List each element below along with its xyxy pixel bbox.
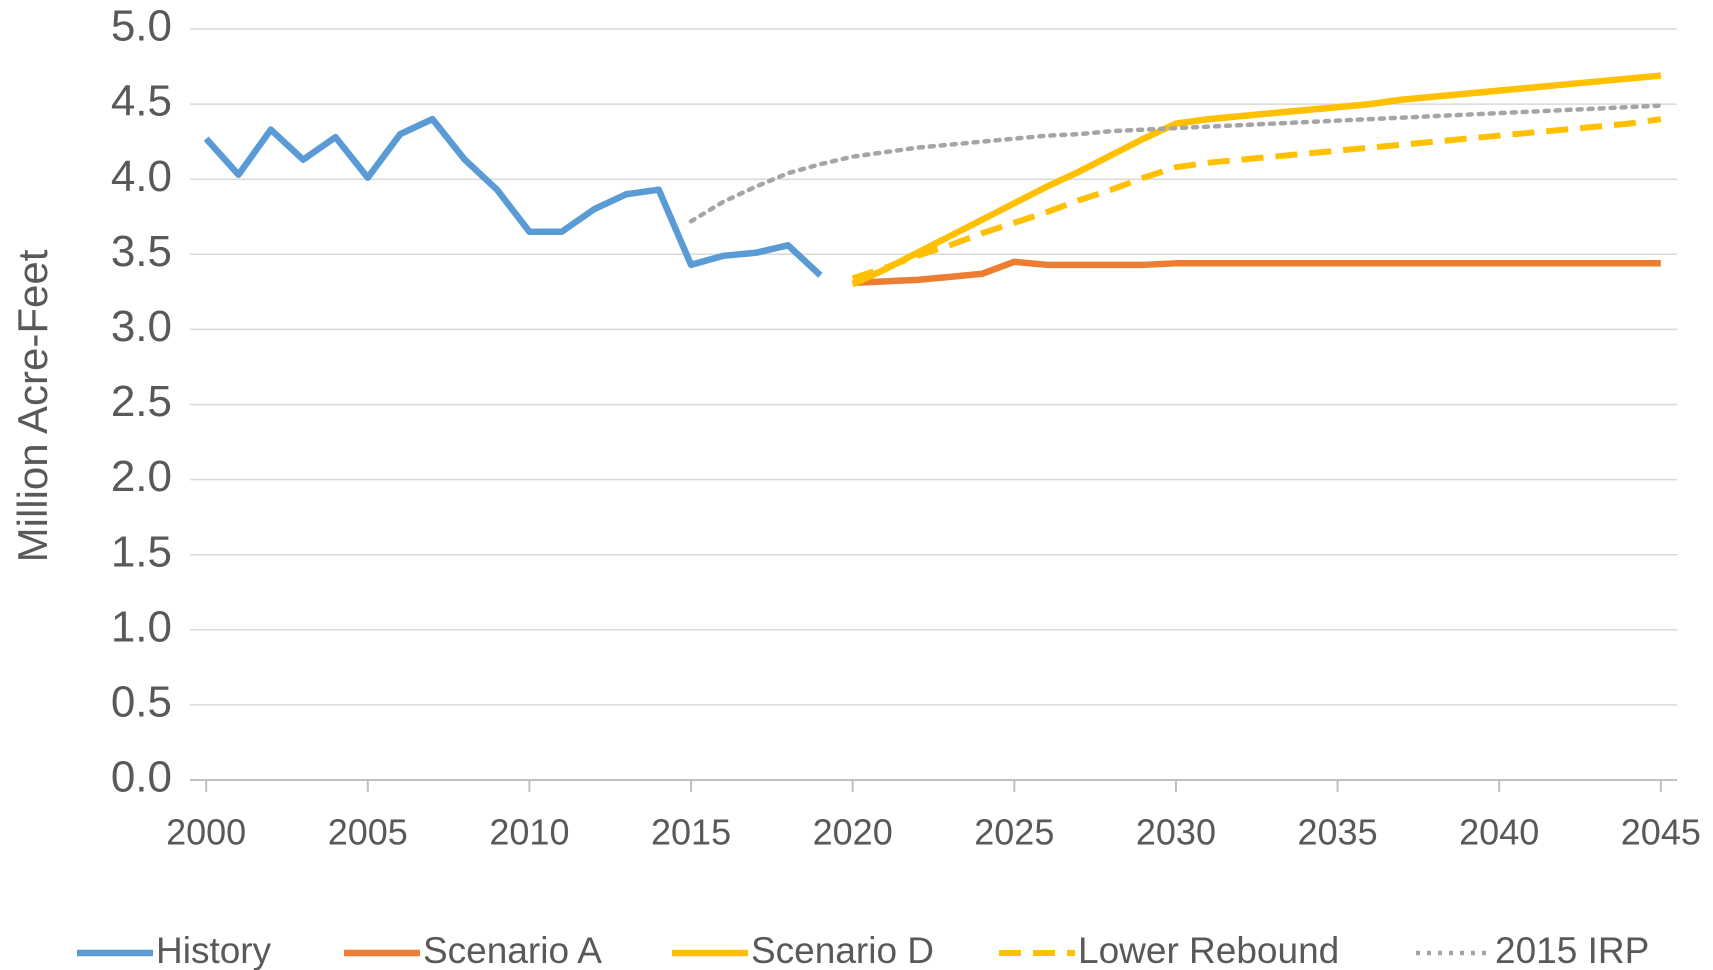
- x-tick-label: 2040: [1459, 812, 1539, 853]
- legend-label: Scenario D: [751, 930, 934, 970]
- y-tick-label: 0.0: [111, 753, 172, 802]
- y-tick-label: 1.5: [111, 527, 172, 576]
- series-line: [852, 258, 1661, 287]
- x-tick-label: 2015: [651, 812, 731, 853]
- y-tick-label: 4.5: [111, 77, 172, 126]
- x-tick-label: 2020: [813, 812, 893, 853]
- y-tick-label: 3.0: [111, 302, 172, 351]
- series-line: [688, 103, 1664, 224]
- series-line: [851, 116, 1662, 282]
- y-tick-label: 4.0: [111, 152, 172, 201]
- y-tick-label: 5.0: [111, 2, 172, 51]
- x-tick-label: 2045: [1621, 812, 1701, 853]
- legend-label: 2015 IRP: [1495, 930, 1649, 970]
- series-line: [203, 115, 823, 278]
- y-tick-label: 1.0: [111, 602, 172, 651]
- x-tick-label: 2005: [328, 812, 408, 853]
- x-tick-label: 2030: [1136, 812, 1216, 853]
- legend-label: Scenario A: [423, 930, 602, 970]
- series-line: [851, 72, 1662, 288]
- legend-label: History: [156, 930, 272, 970]
- y-tick-label: 2.5: [111, 377, 172, 426]
- y-tick-label: 0.5: [111, 678, 172, 727]
- x-tick-label: 2000: [166, 812, 246, 853]
- y-axis-title: Million Acre-Feet: [9, 249, 56, 562]
- y-tick-label: 2.0: [111, 452, 172, 501]
- legend-label: Lower Rebound: [1078, 930, 1339, 970]
- x-tick-label: 2025: [974, 812, 1054, 853]
- y-tick-label: 3.5: [111, 227, 172, 276]
- x-tick-label: 2010: [489, 812, 569, 853]
- x-tick-label: 2035: [1298, 812, 1378, 853]
